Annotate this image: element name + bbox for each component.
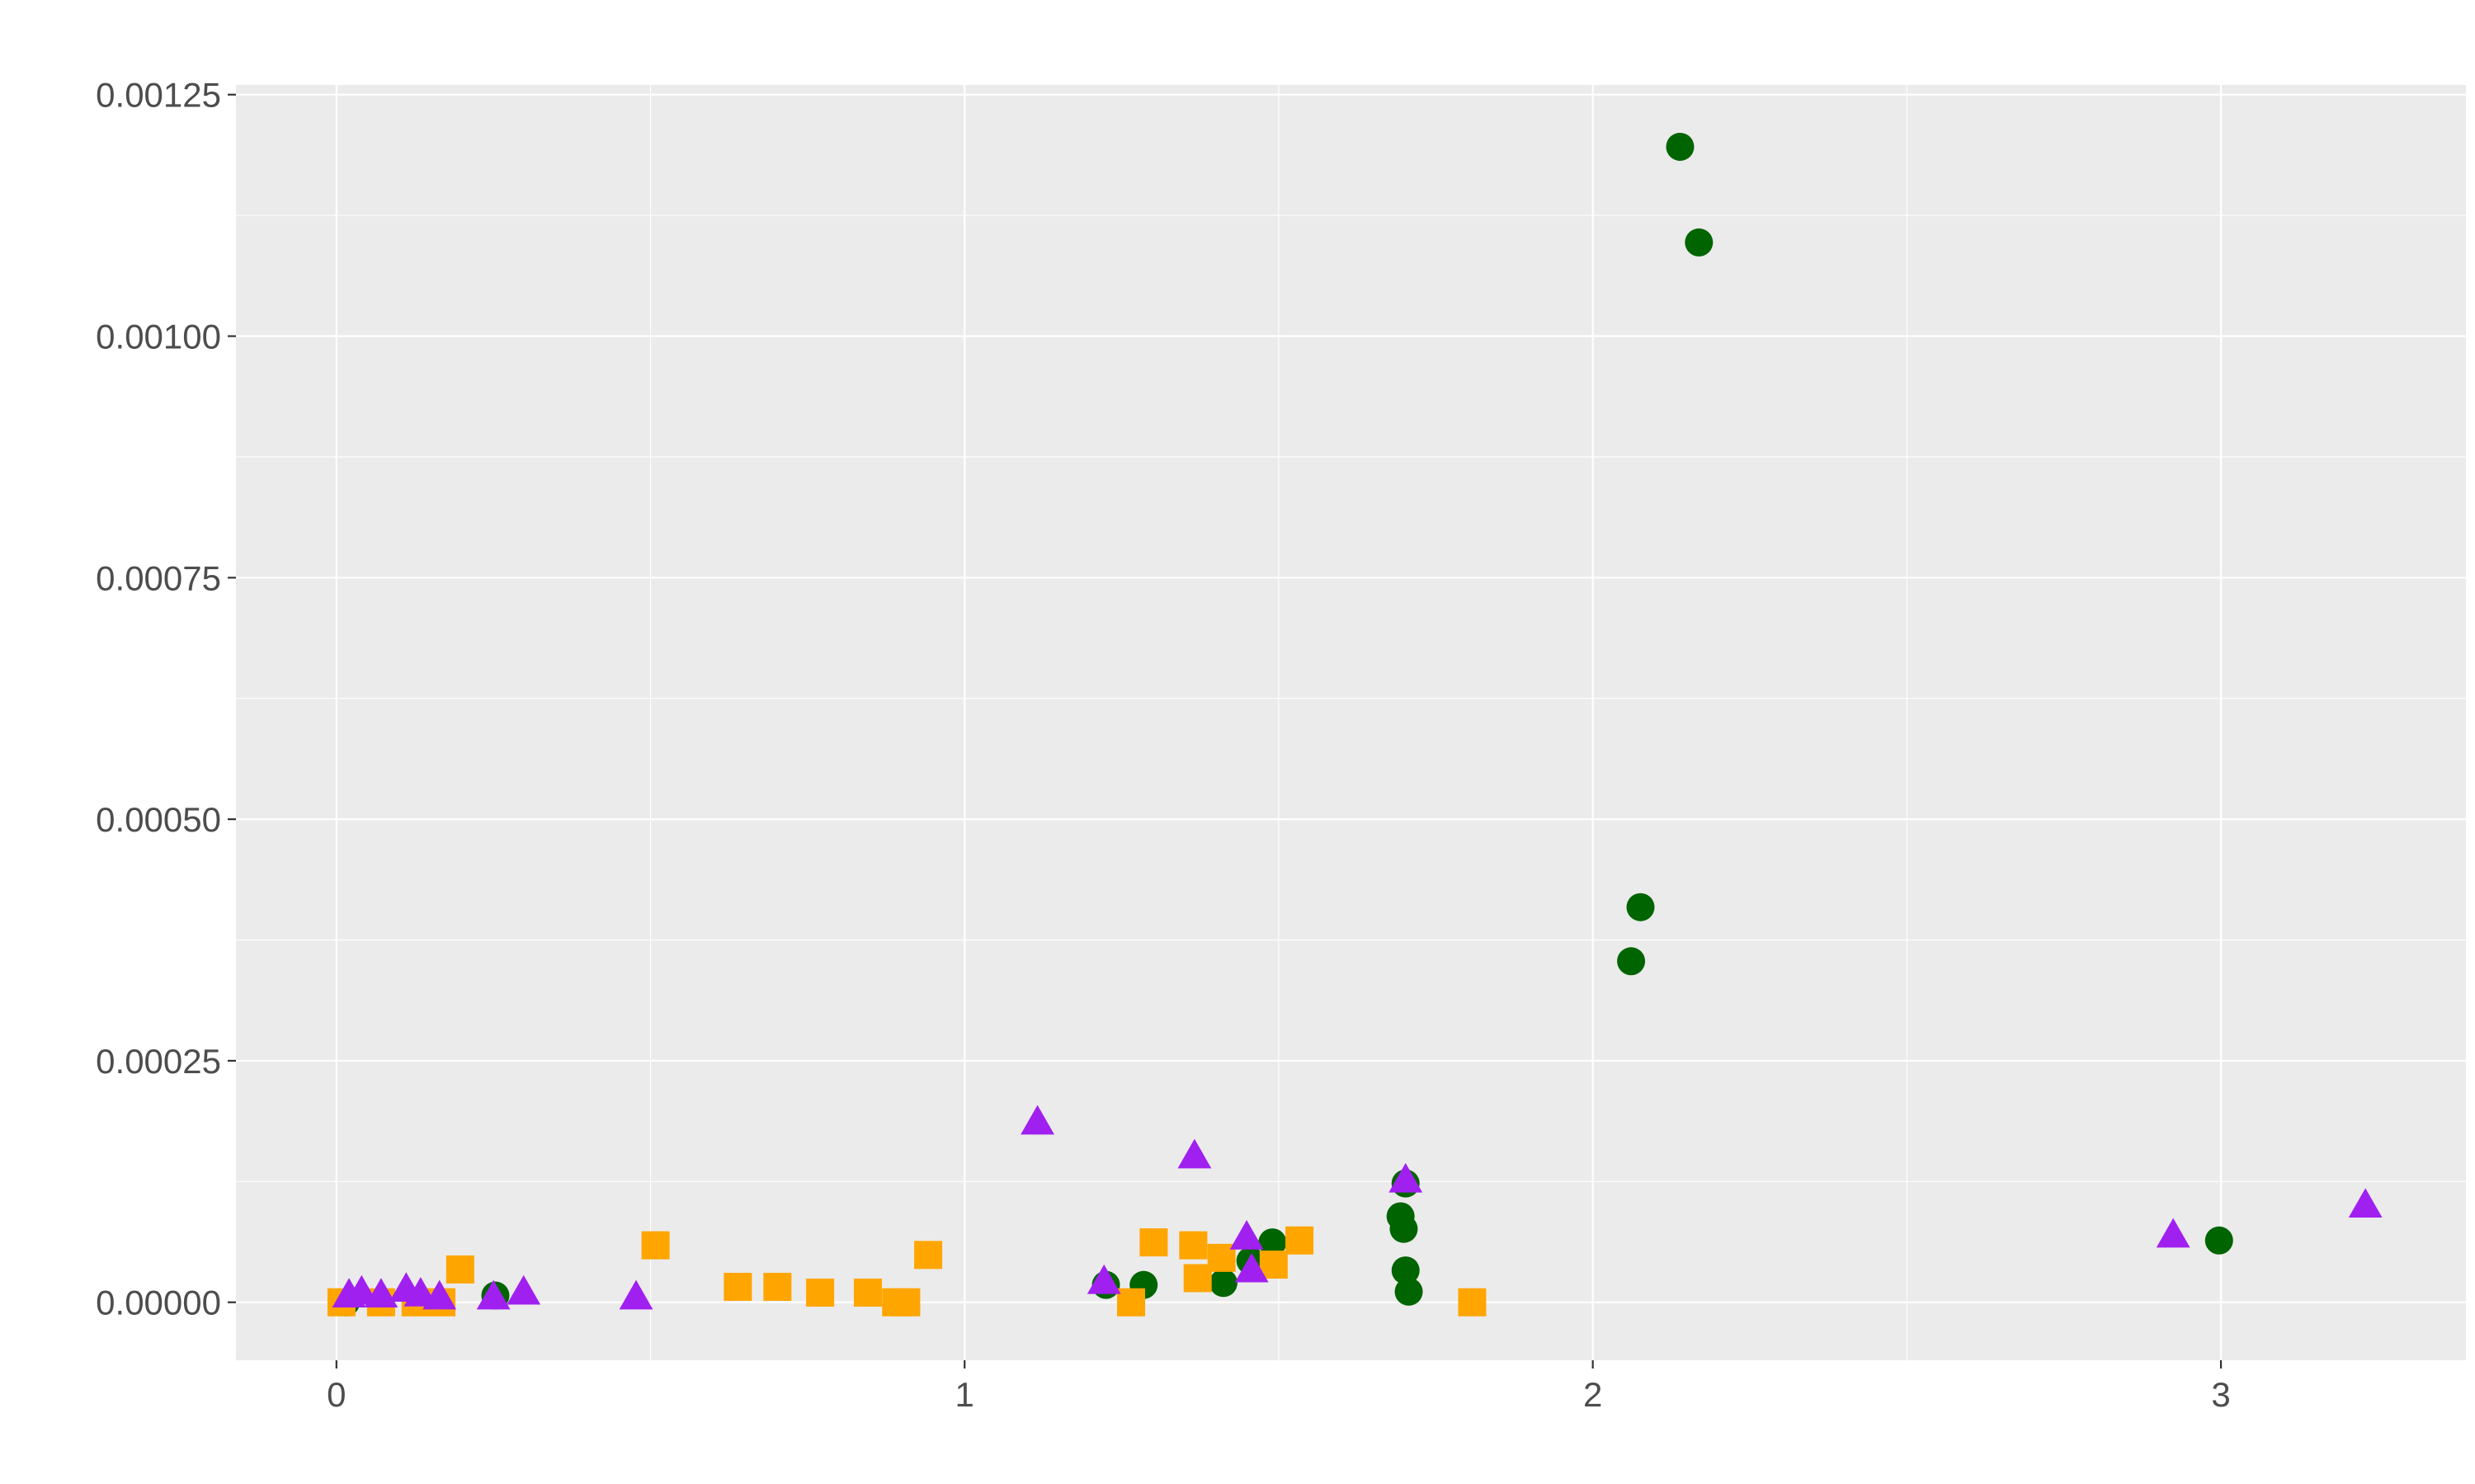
point — [1117, 1288, 1146, 1317]
y-tick-label: 0.00100 — [96, 318, 221, 356]
point — [1388, 1162, 1423, 1193]
point — [507, 1274, 541, 1305]
point — [1617, 947, 1646, 976]
y-tick-label: 0.00075 — [96, 558, 221, 597]
point — [1394, 1277, 1423, 1306]
point — [1685, 228, 1714, 257]
x-tick-label: 3 — [2211, 1375, 2230, 1414]
point — [1258, 1228, 1287, 1257]
point — [1458, 1288, 1487, 1317]
y-tick-label: 0.00050 — [96, 800, 221, 839]
point — [344, 1274, 379, 1305]
y-tick-label: 0.00125 — [96, 76, 221, 115]
point — [914, 1241, 943, 1270]
point — [1229, 1220, 1264, 1250]
point — [1389, 1214, 1418, 1243]
point — [1139, 1228, 1168, 1257]
point — [476, 1279, 511, 1310]
point — [1285, 1226, 1314, 1255]
point — [446, 1255, 474, 1284]
y-tick-label: 0.00000 — [96, 1284, 221, 1322]
point — [619, 1279, 653, 1310]
point — [806, 1279, 835, 1307]
x-tick-label: 0 — [327, 1375, 346, 1414]
point — [2156, 1218, 2190, 1248]
y-tick-label: 0.00025 — [96, 1042, 221, 1081]
point — [641, 1231, 670, 1260]
point — [2348, 1188, 2383, 1218]
x-tick-label: 2 — [1583, 1375, 1602, 1414]
point — [1626, 893, 1655, 921]
point — [1021, 1105, 1054, 1135]
point — [1234, 1252, 1269, 1283]
point — [724, 1272, 752, 1301]
point — [2204, 1226, 2233, 1255]
point — [1183, 1264, 1212, 1293]
point — [1259, 1251, 1288, 1279]
point — [422, 1279, 457, 1310]
point — [364, 1278, 398, 1307]
point — [1391, 1256, 1420, 1285]
point — [763, 1272, 792, 1301]
point — [1177, 1138, 1212, 1169]
point — [1087, 1264, 1121, 1294]
point — [1666, 132, 1695, 161]
plot-panel — [236, 85, 2466, 1360]
x-tick-label: 1 — [955, 1375, 974, 1414]
point — [1209, 1269, 1238, 1298]
point — [892, 1288, 921, 1317]
point — [1179, 1231, 1208, 1260]
point — [853, 1279, 882, 1307]
